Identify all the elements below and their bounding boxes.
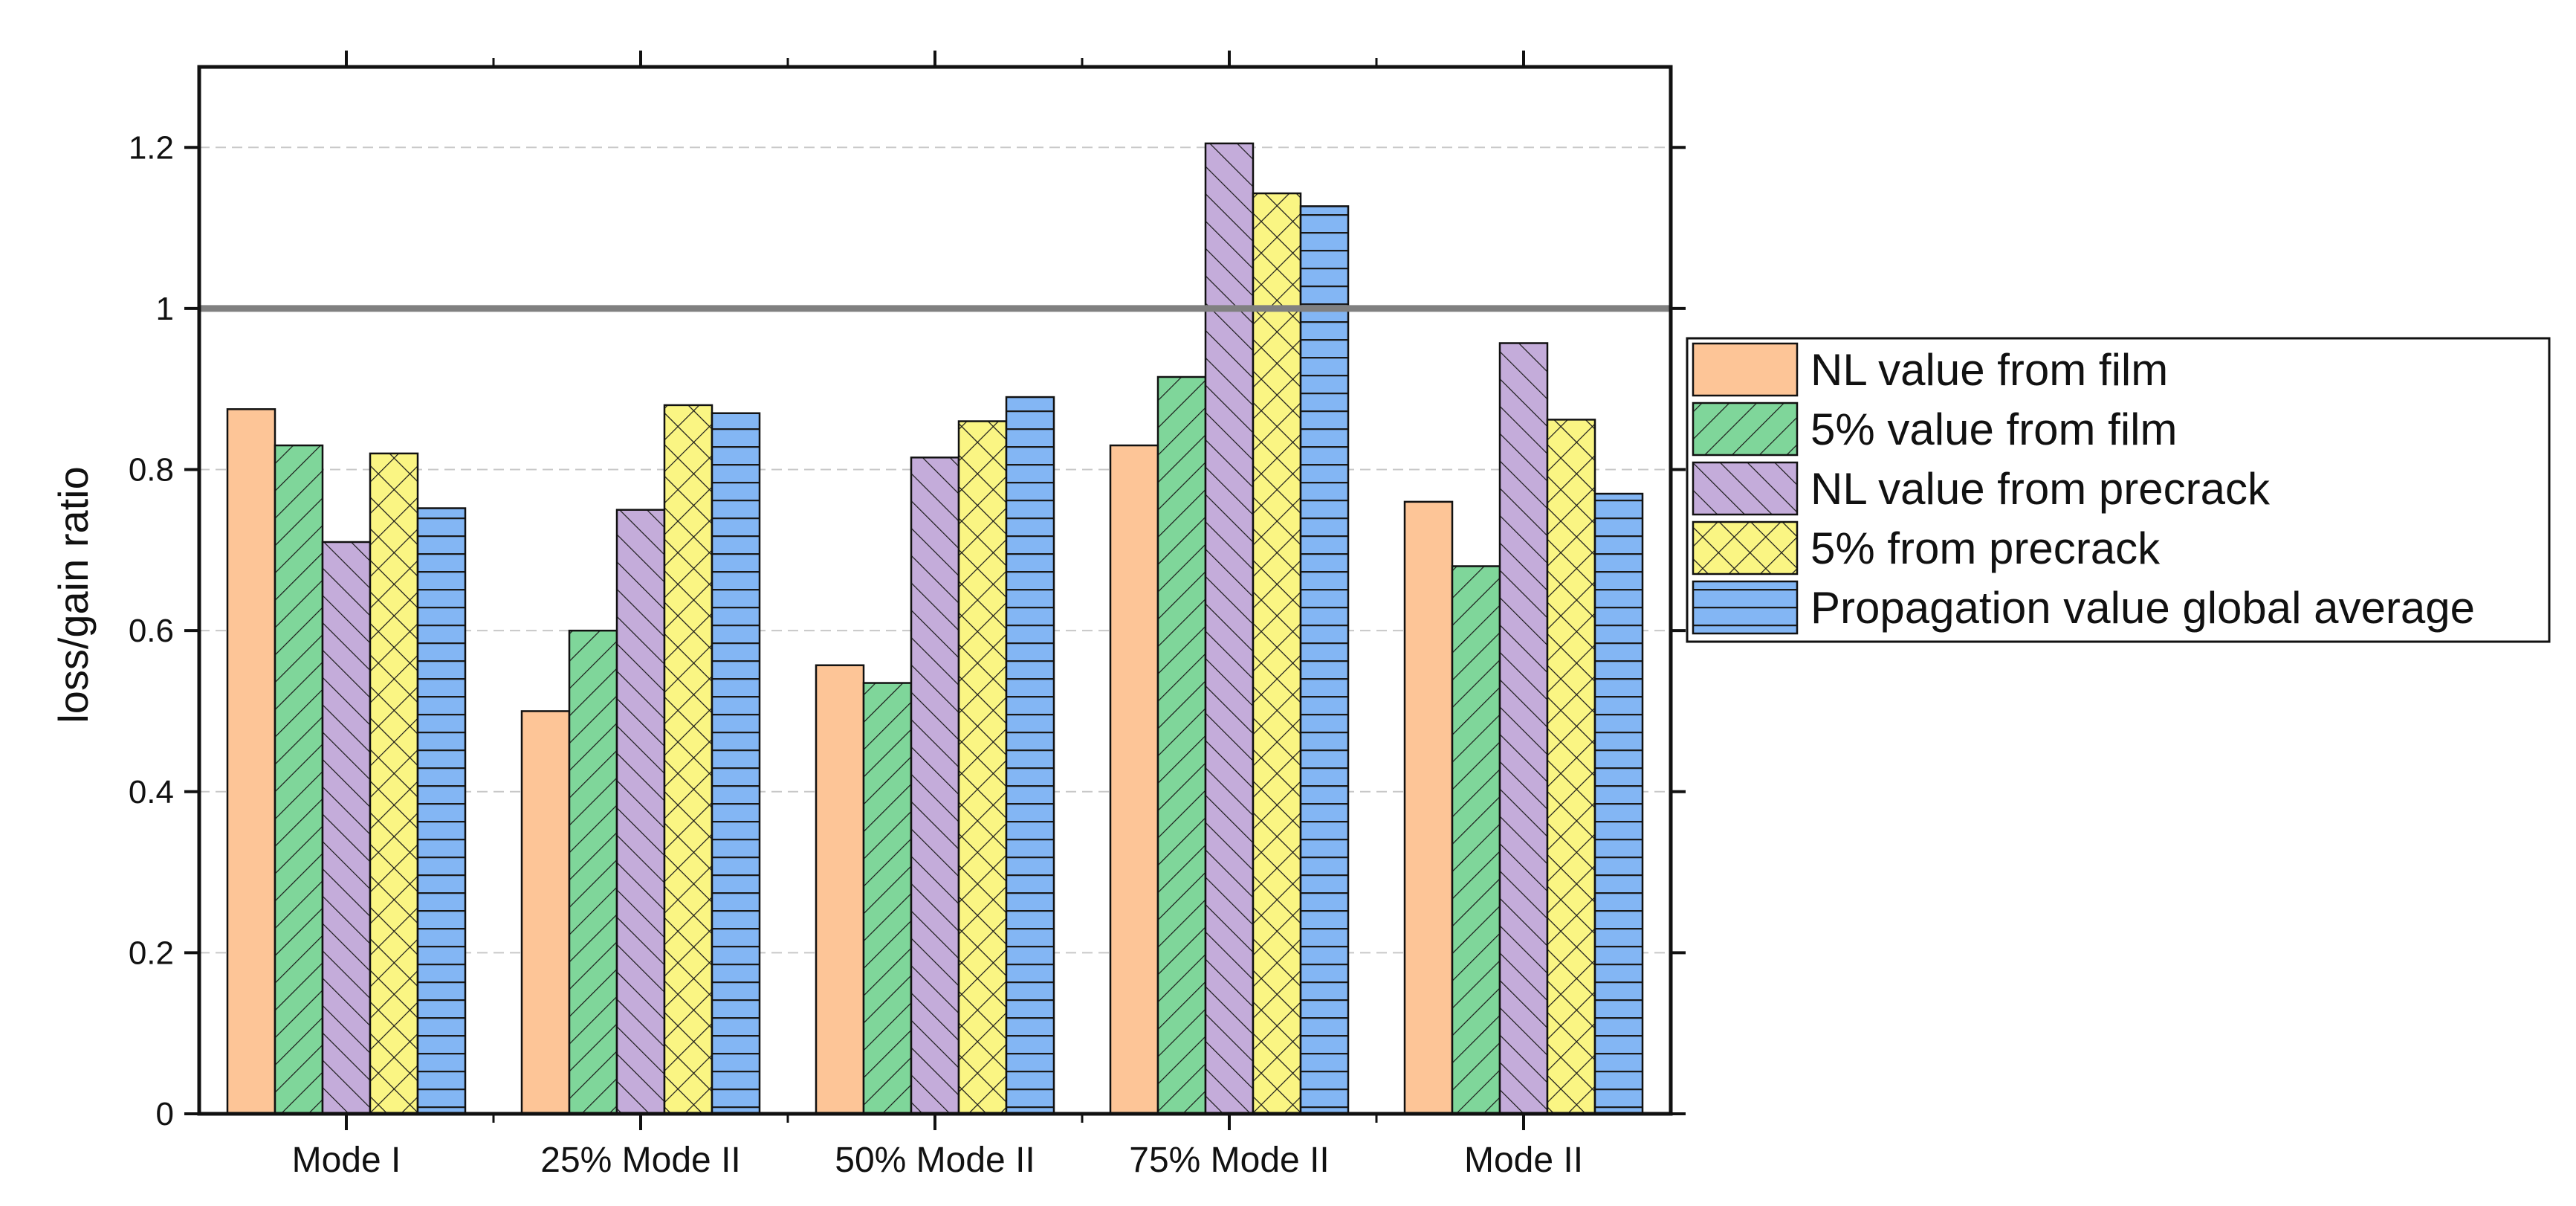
y-tick-label: 0.2 (129, 935, 174, 971)
bar-hatch (323, 542, 370, 1114)
x-tick-label: 75% Mode II (1129, 1141, 1329, 1180)
legend-item: NL value from film (1692, 342, 2168, 397)
bar-hatch (712, 413, 760, 1114)
y-tick-label: 0.6 (129, 613, 174, 649)
bar-hatch (1006, 397, 1054, 1114)
bar-hatch (569, 631, 617, 1114)
y-axis-title: loss/gain ratio (50, 466, 97, 723)
bar-hatch (370, 453, 418, 1114)
bar-hatch (911, 457, 959, 1114)
legend-swatch (1693, 344, 1797, 396)
y-tick-label: 0.4 (129, 774, 174, 810)
bar (1110, 445, 1158, 1114)
bars (226, 142, 1644, 1115)
x-tick-label: 25% Mode II (540, 1141, 740, 1180)
bar-hatch (617, 509, 664, 1114)
bar (816, 665, 864, 1114)
legend-swatch-hatch (1693, 522, 1797, 574)
y-tick-label: 1.2 (129, 129, 174, 166)
legend-label: NL value from precrack (1810, 464, 2271, 514)
legend-swatch-outline (1692, 342, 1799, 397)
legend-swatch-hatch (1693, 403, 1797, 455)
bar (227, 409, 275, 1114)
legend-item: 5% value from film (1692, 402, 2177, 457)
legend-label: 5% from precrack (1810, 523, 2161, 573)
bar-hatch (864, 683, 911, 1114)
legend-item: Propagation value global average (1692, 580, 2475, 635)
bar-hatch (275, 445, 323, 1114)
bar-hatch (1547, 419, 1595, 1114)
bar-hatch (1206, 143, 1253, 1114)
bar-hatch (959, 421, 1006, 1114)
x-tick-label: 50% Mode II (835, 1141, 1035, 1180)
y-tick-label: 1 (156, 291, 174, 327)
bar (522, 711, 569, 1114)
legend-label: Propagation value global average (1810, 583, 2475, 633)
bar-hatch (418, 508, 465, 1114)
legend-item: 5% from precrack (1692, 520, 2161, 575)
legend-item: NL value from precrack (1692, 461, 2271, 516)
axes (184, 51, 1686, 1130)
legend-swatch-outline (1692, 580, 1799, 635)
legend-frame (1686, 337, 2551, 643)
y-tick-label: 0 (156, 1096, 174, 1132)
legend-label: NL value from film (1810, 345, 2168, 395)
legend: NL value from film 5% value from film NL v… (1686, 337, 2551, 643)
legend-label: 5% value from film (1810, 404, 2177, 454)
legend-swatch-outline (1692, 520, 1799, 575)
bar-hatch (1158, 376, 1206, 1114)
bar-hatch (1500, 343, 1547, 1115)
bar-hatch (1253, 193, 1301, 1114)
bar-hatch (664, 404, 712, 1114)
bar-hatch (1301, 206, 1348, 1114)
tick-labels: 0 0.2 0.4 0.6 0.8 1 1.2 Mode I 25% Mode II 50% Mo… (129, 129, 1583, 1180)
y-tick-label: 0.8 (129, 452, 174, 488)
legend-swatch-outline (1692, 461, 1799, 516)
x-tick-label: Mode I (292, 1141, 401, 1180)
bar-hatch (1595, 494, 1643, 1114)
x-tick-label: Mode II (1464, 1141, 1583, 1180)
legend-swatch-hatch (1693, 581, 1797, 633)
bar-hatch (1452, 566, 1500, 1114)
legend-swatch-hatch (1693, 462, 1797, 515)
bar (1405, 501, 1452, 1114)
legend-swatch-outline (1692, 402, 1799, 457)
